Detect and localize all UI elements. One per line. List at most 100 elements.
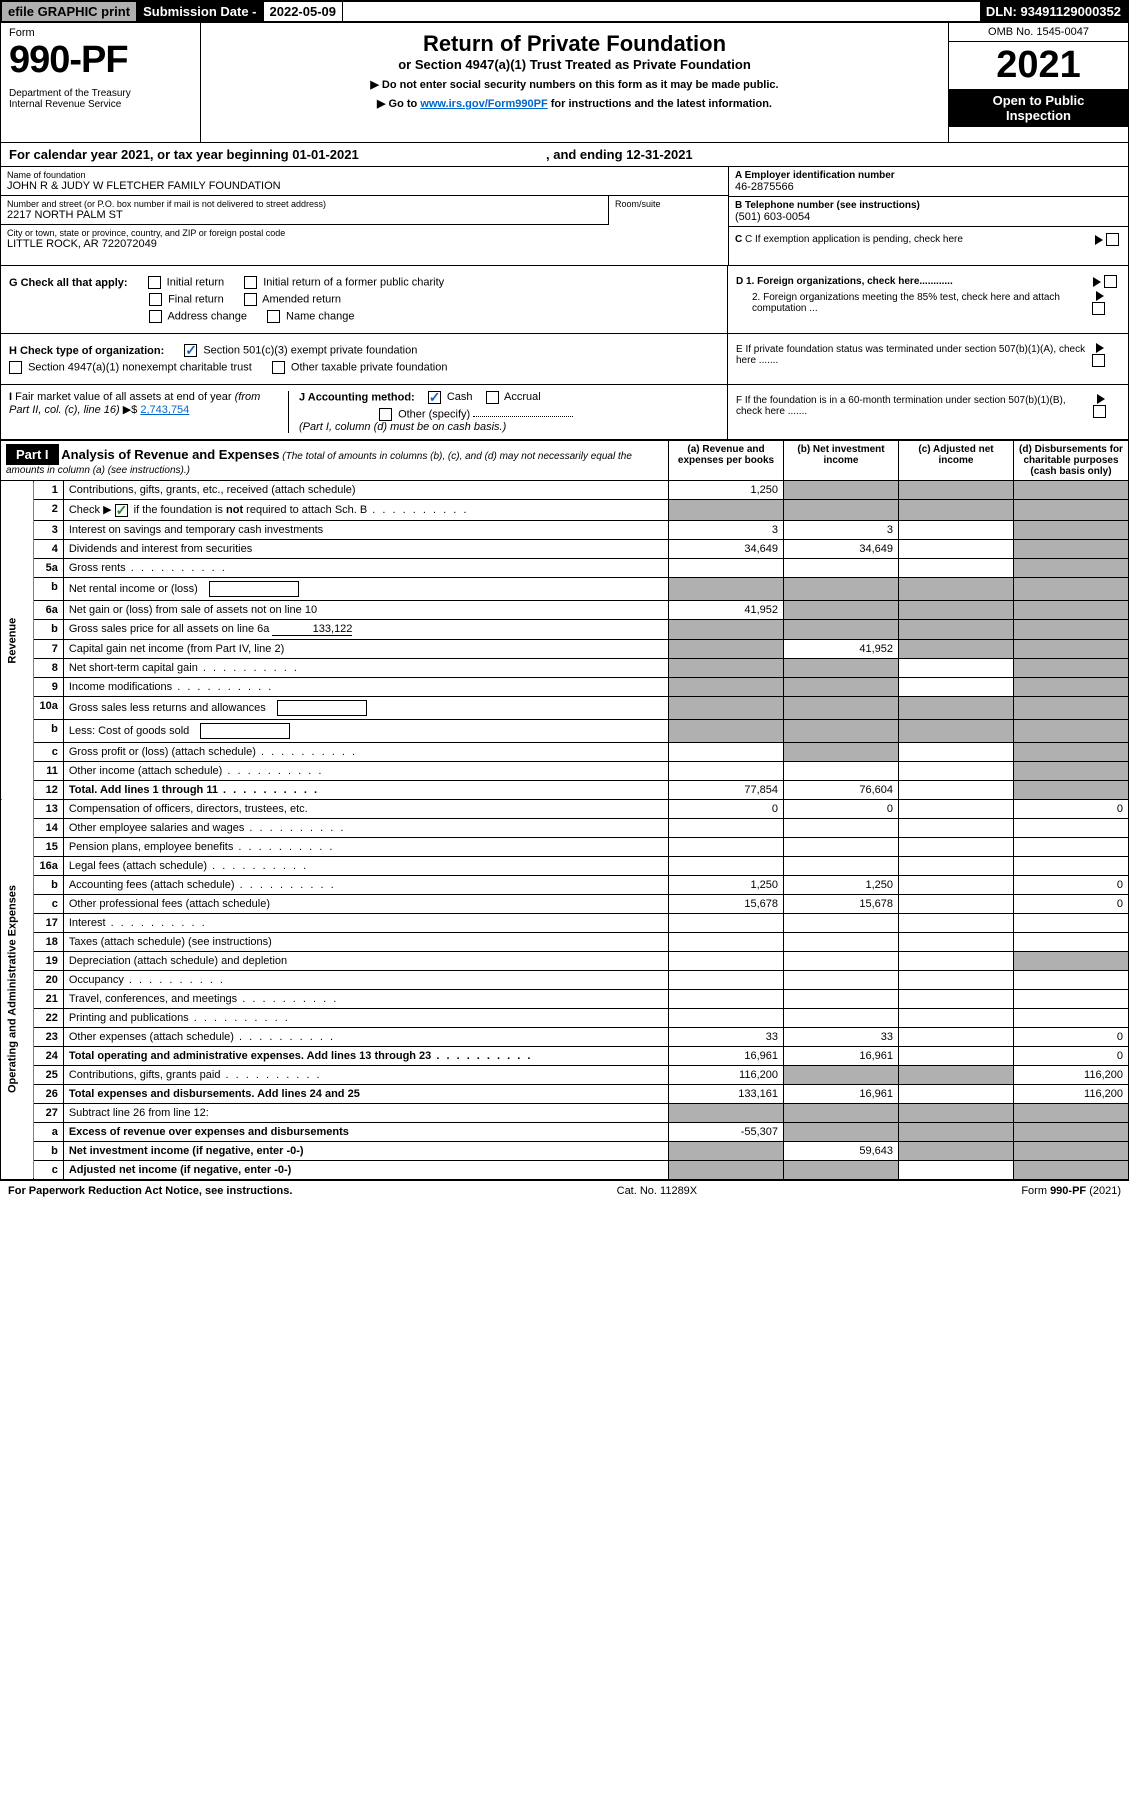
initial-return-checkbox[interactable] [148,276,161,289]
fmv-value[interactable]: 2,743,754 [140,404,189,416]
cell-d [1014,719,1129,742]
row-label: Check ▶ if the foundation is not require… [63,500,668,521]
row-label: Income modifications [63,677,668,696]
cell-c [899,1008,1014,1027]
cell-a: 41,952 [669,600,784,619]
cell-b [784,600,899,619]
cell-a [669,951,784,970]
cell-b [784,558,899,577]
row-label: Interest on savings and temporary cash i… [63,520,668,539]
row-label: Interest [63,913,668,932]
table-row: 12Total. Add lines 1 through 1177,85476,… [1,780,1129,799]
part1-label: Part I [6,444,59,465]
telephone-cell: B Telephone number (see instructions) (5… [729,197,1128,227]
other-taxable-checkbox[interactable] [272,361,285,374]
cell-c [899,539,1014,558]
cell-d [1014,1141,1129,1160]
irs-link[interactable]: www.irs.gov/Form990PF [420,98,547,110]
exemption-checkbox[interactable] [1106,233,1119,246]
final-return-checkbox[interactable] [149,293,162,306]
cell-b [784,500,899,521]
cell-c [899,742,1014,761]
foreign-85-checkbox[interactable] [1092,302,1105,315]
cell-a [669,639,784,658]
row-number: c [34,894,63,913]
address-cell: Number and street (or P.O. box number if… [1,196,608,225]
row-label: Dividends and interest from securities [63,539,668,558]
row-label: Subtract line 26 from line 12: [63,1103,668,1122]
row-number: 7 [34,639,63,658]
row-number: 23 [34,1027,63,1046]
initial-return-former-checkbox[interactable] [244,276,257,289]
row-label: Other professional fees (attach schedule… [63,894,668,913]
cell-d [1014,539,1129,558]
cell-d [1014,818,1129,837]
cell-b [784,970,899,989]
row-number: b [34,719,63,742]
address-change-checkbox[interactable] [149,310,162,323]
cell-d [1014,558,1129,577]
cell-a [669,970,784,989]
h-section: H Check type of organization: Section 50… [0,334,1129,385]
schb-checkbox[interactable] [115,504,128,517]
table-row: cGross profit or (loss) (attach schedule… [1,742,1129,761]
cell-c [899,600,1014,619]
row-label: Excess of revenue over expenses and disb… [63,1122,668,1141]
row-number: 2 [34,500,63,521]
cell-d [1014,500,1129,521]
footer: For Paperwork Reduction Act Notice, see … [0,1180,1129,1201]
row-number: 24 [34,1046,63,1065]
row-label: Total operating and administrative expen… [63,1046,668,1065]
cell-a: 3 [669,520,784,539]
table-row: 20Occupancy [1,970,1129,989]
cell-b: 0 [784,799,899,818]
501c3-checkbox[interactable] [184,344,197,357]
cell-b [784,818,899,837]
row-number: 15 [34,837,63,856]
table-row: bNet rental income or (loss) [1,577,1129,600]
table-row: 6aNet gain or (loss) from sale of assets… [1,600,1129,619]
row-number: 27 [34,1103,63,1122]
cell-a [669,818,784,837]
status-terminated-checkbox[interactable] [1092,354,1105,367]
table-row: 23Other expenses (attach schedule)33330 [1,1027,1129,1046]
cell-d [1014,577,1129,600]
cell-d [1014,658,1129,677]
cell-c [899,799,1014,818]
table-row: 17Interest [1,913,1129,932]
row-number: b [34,1141,63,1160]
cash-checkbox[interactable] [428,391,441,404]
row-label: Net investment income (if negative, ente… [63,1141,668,1160]
cell-c [899,1160,1014,1179]
other-method-checkbox[interactable] [379,408,392,421]
row-label: Total expenses and disbursements. Add li… [63,1084,668,1103]
form-header: Form 990-PF Department of the Treasury I… [0,23,1129,143]
form-number: 990-PF [9,39,192,82]
cell-c [899,658,1014,677]
cell-c [899,1141,1014,1160]
amended-return-checkbox[interactable] [244,293,257,306]
4947-checkbox[interactable] [9,361,22,374]
table-row: 9Income modifications [1,677,1129,696]
foreign-org-checkbox[interactable] [1104,275,1117,288]
cell-c [899,970,1014,989]
row-number: 25 [34,1065,63,1084]
cell-d: 0 [1014,894,1129,913]
name-change-checkbox[interactable] [267,310,280,323]
row-number: 11 [34,761,63,780]
row-number: 5a [34,558,63,577]
row-number: 20 [34,970,63,989]
accrual-checkbox[interactable] [486,391,499,404]
row-number: 16a [34,856,63,875]
cell-d: 0 [1014,1027,1129,1046]
table-row: 2Check ▶ if the foundation is not requir… [1,500,1129,521]
cell-b [784,1103,899,1122]
paperwork-notice: For Paperwork Reduction Act Notice, see … [8,1185,292,1197]
cell-d [1014,600,1129,619]
table-row: 5aGross rents [1,558,1129,577]
cell-c [899,619,1014,639]
expenses-side-label: Operating and Administrative Expenses [1,799,34,1179]
60-month-checkbox[interactable] [1093,405,1106,418]
table-row: bGross sales price for all assets on lin… [1,619,1129,639]
cell-c [899,875,1014,894]
